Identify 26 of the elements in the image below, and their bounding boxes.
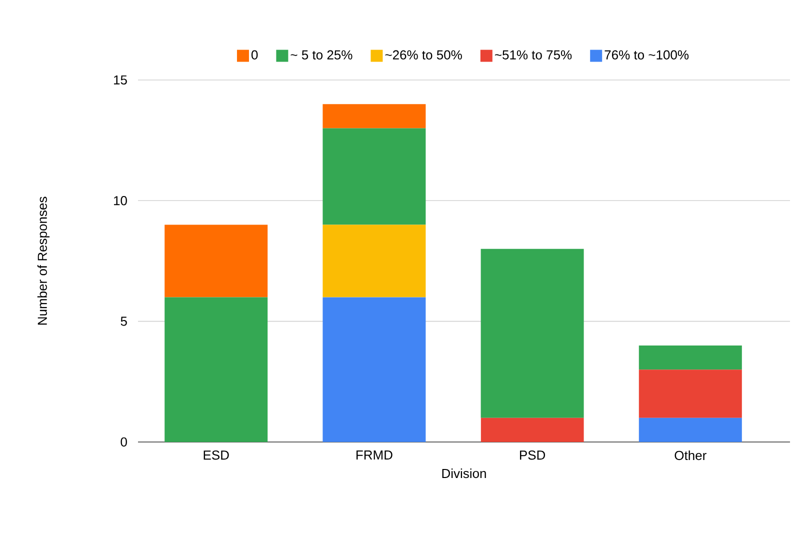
bar [480, 248, 584, 418]
bar [322, 224, 426, 298]
bar [480, 418, 584, 442]
x-tick-label: ESD [204, 450, 229, 460]
bar [638, 370, 742, 418]
x-tick-label: PSD [520, 450, 546, 460]
x-tick-label: FRMD [356, 450, 392, 460]
y-tick-label: 0 [120, 437, 127, 447]
y-tick-label: 5 [120, 316, 127, 326]
y-tick-label: 15 [114, 75, 127, 85]
y-tick-label: 10 [114, 196, 127, 206]
bar [164, 224, 268, 298]
bar [164, 297, 268, 442]
bar [322, 104, 426, 128]
bar [322, 128, 426, 225]
legend-label: 0 [251, 50, 258, 60]
bar [638, 418, 742, 442]
legend-label: ~51% to 75% [494, 50, 572, 60]
y-axis-title: Number of Responses [37, 196, 50, 325]
legend-label: ~26% to 50% [385, 50, 462, 60]
bar [322, 297, 426, 442]
legend-label: ~ 5 to 25% [290, 50, 352, 60]
x-tick-label: Other [674, 450, 706, 460]
legend-label: 76% to ~100% [604, 50, 689, 60]
x-axis-title: Division [442, 468, 486, 478]
bar [638, 345, 742, 370]
